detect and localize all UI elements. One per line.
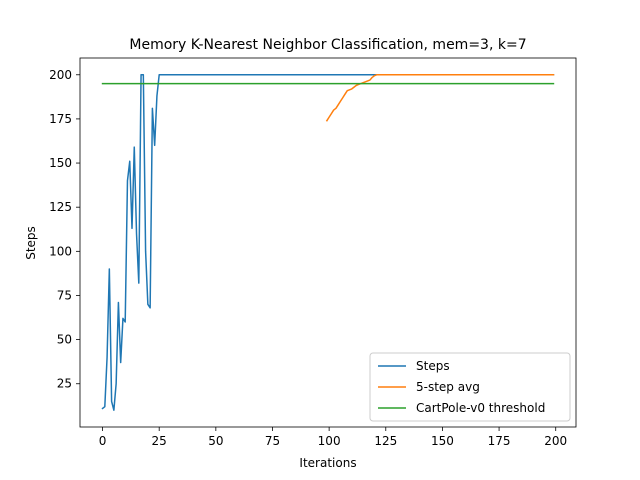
axes-frame [79, 57, 577, 428]
x-axis: 0 25 50 75 100 125 150 175 200 [99, 427, 567, 448]
chart-title: Memory K-Nearest Neighbor Classification… [129, 37, 526, 53]
series-line-1 [325, 74, 555, 122]
legend-box [369, 352, 571, 422]
x-tick-label-5: 125 [374, 434, 397, 448]
y-axis-label: Steps [24, 226, 38, 260]
x-tick-label-8: 200 [544, 434, 567, 448]
legend-entry-2: CartPole-v0 threshold [416, 401, 545, 415]
legend-entry-0: Steps [416, 359, 450, 373]
y-tick-label-5: 150 [49, 156, 72, 170]
y-tick-label-6: 175 [49, 112, 72, 126]
x-axis-label: Iterations [299, 456, 356, 470]
x-tick-label-1: 25 [152, 434, 167, 448]
legend: Steps 5-step avg CartPole-v0 threshold [369, 352, 571, 422]
x-tick-label-7: 175 [488, 434, 511, 448]
legend-entry-1: 5-step avg [416, 380, 480, 394]
x-tick-label-6: 150 [431, 434, 454, 448]
x-tick-label-3: 75 [265, 434, 280, 448]
plot-area [79, 57, 577, 428]
y-tick-label-7: 200 [49, 68, 72, 82]
y-tick-label-0: 25 [57, 377, 72, 391]
y-tick-label-1: 50 [57, 333, 72, 347]
y-axis: 25 50 75 100 125 150 175 200 [49, 68, 80, 391]
x-tick-label-0: 0 [99, 434, 107, 448]
y-tick-label-4: 125 [49, 200, 72, 214]
x-tick-label-4: 100 [318, 434, 341, 448]
y-tick-label-2: 75 [57, 288, 72, 302]
x-tick-label-2: 50 [208, 434, 223, 448]
y-tick-label-3: 100 [49, 244, 72, 258]
